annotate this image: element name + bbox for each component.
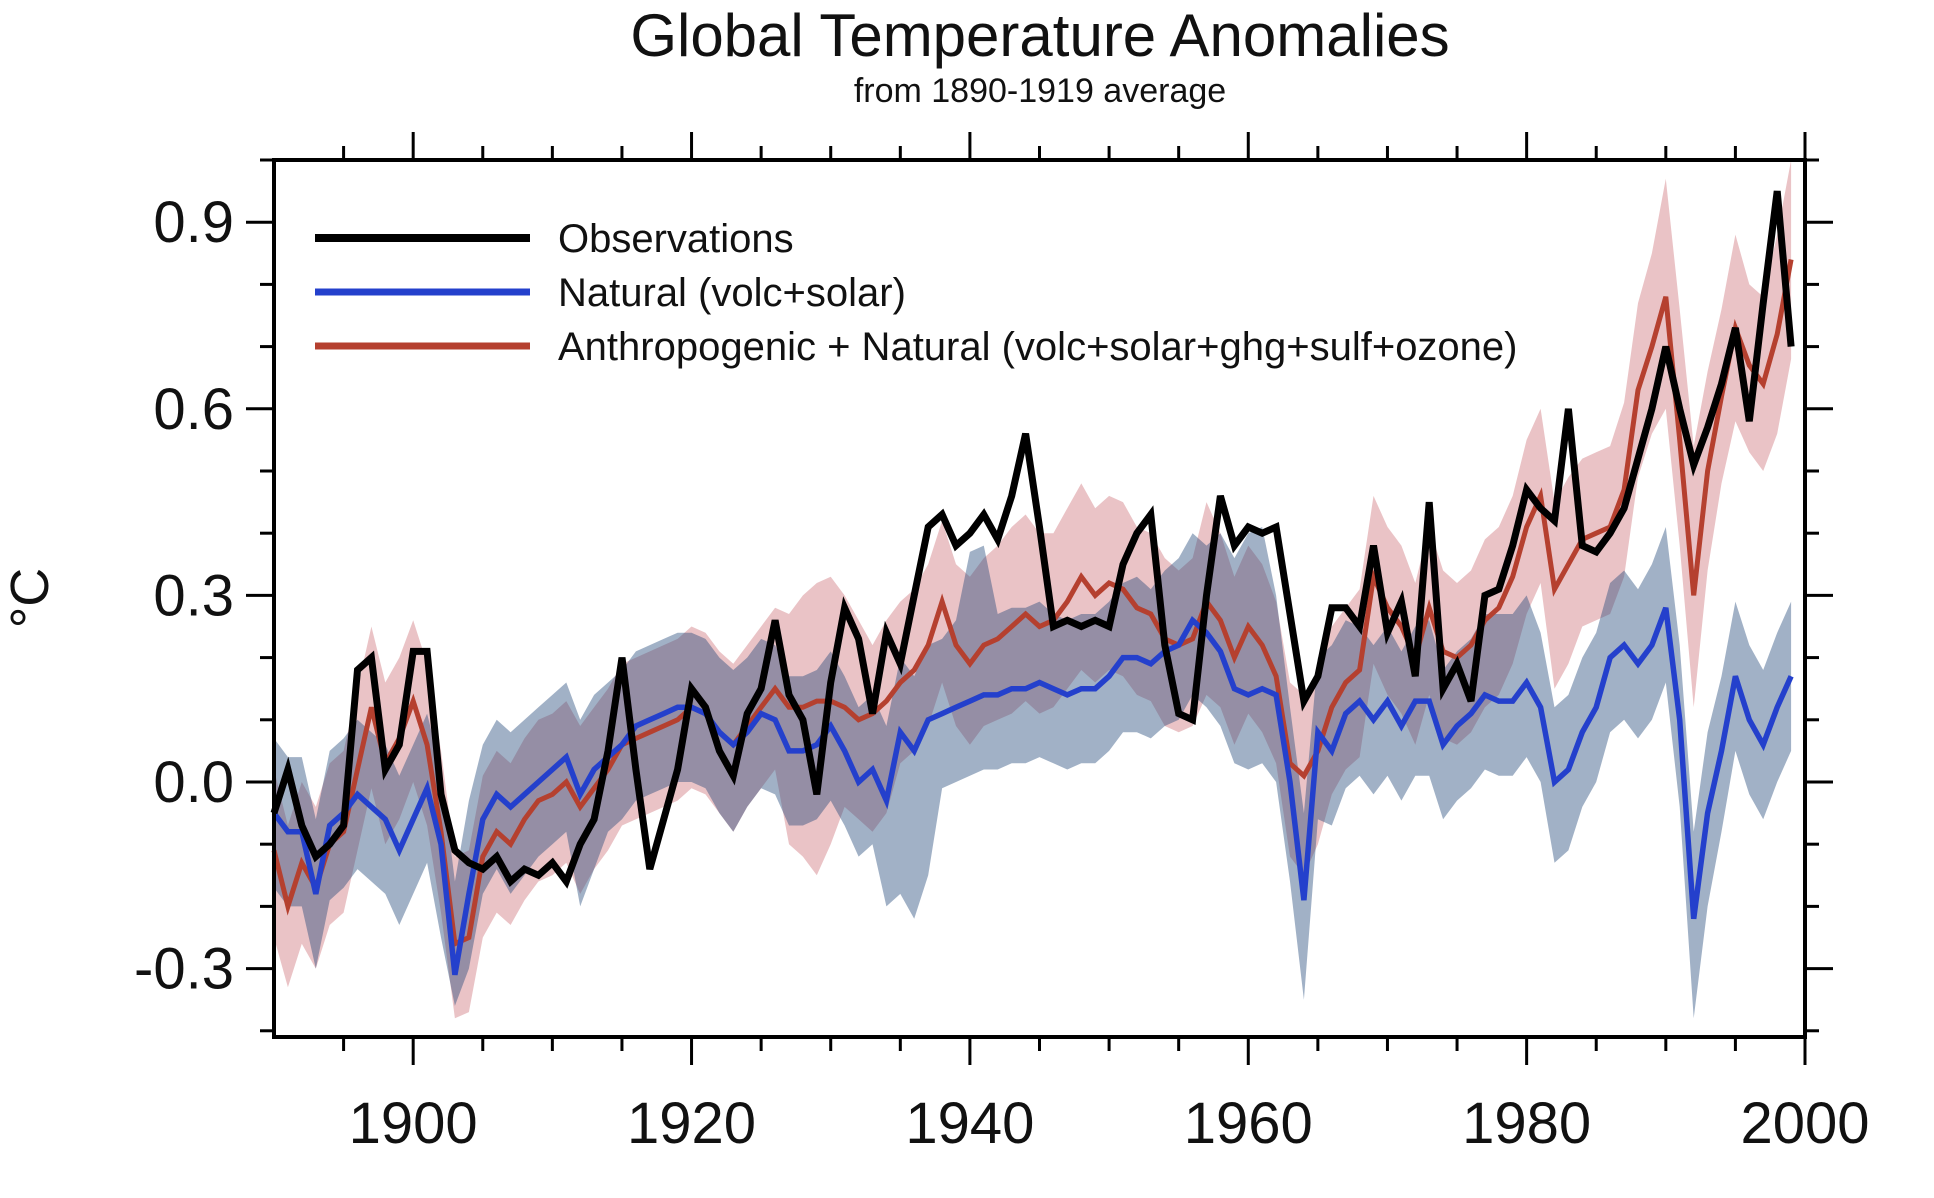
x-tick-label: 1920 [627, 1091, 756, 1156]
x-tick-label: 1960 [1184, 1091, 1313, 1156]
y-tick-label: 0.0 [153, 750, 234, 815]
x-tick-label: 1980 [1462, 1091, 1591, 1156]
x-tick-label: 1900 [349, 1091, 478, 1156]
x-tick-label: 2000 [1740, 1091, 1869, 1156]
y-tick-label: 0.3 [153, 563, 234, 628]
y-tick-label: 0.6 [153, 377, 234, 442]
y-axis-unit-label: °C [0, 568, 60, 629]
legend-label-natural: Natural (volc+solar) [558, 271, 906, 315]
anthropogenic-uncertainty-band [274, 160, 1792, 1019]
plot-area: 1900 1920 1940 1960 1980 2000 -0.3 0.0 0.3 0.6 0.9 [134, 132, 1870, 1156]
legend-label-anthropogenic-natural: Anthropogenic + Natural (volc+solar+ghg+… [558, 325, 1518, 369]
chart-title: Global Temperature Anomalies [630, 2, 1449, 69]
x-tick-label: 1940 [905, 1091, 1034, 1156]
legend-label-observations: Observations [558, 217, 794, 261]
legend: Observations Natural (volc+solar) Anthro… [315, 217, 1518, 369]
series-line-observations [270, 190, 1795, 889]
series-line-natural [271, 606, 1794, 976]
y-tick-label: -0.3 [134, 937, 234, 1002]
chart-subtitle: from 1890-1919 average [854, 72, 1226, 110]
y-tick-label: 0.9 [153, 190, 234, 255]
